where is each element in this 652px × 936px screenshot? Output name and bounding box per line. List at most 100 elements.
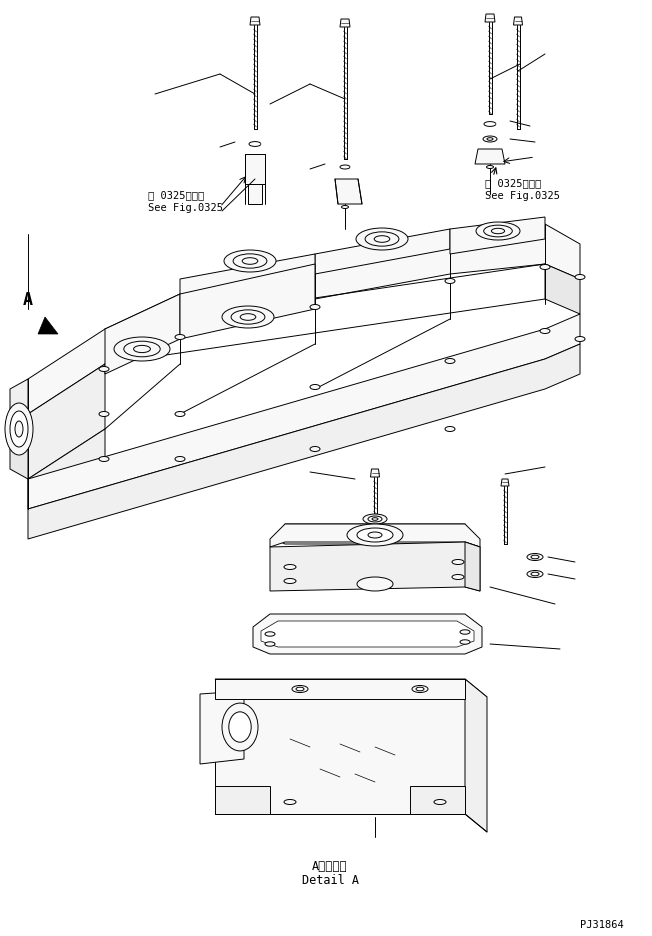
Polygon shape [250,18,260,26]
Ellipse shape [484,226,512,238]
Ellipse shape [357,529,393,543]
Polygon shape [261,622,474,648]
Ellipse shape [134,346,151,353]
Polygon shape [340,20,350,28]
Polygon shape [410,786,465,814]
Ellipse shape [365,233,399,247]
Ellipse shape [265,642,275,647]
Ellipse shape [229,712,251,742]
Polygon shape [253,614,482,654]
Ellipse shape [99,367,109,373]
Polygon shape [215,680,465,699]
Ellipse shape [222,703,258,751]
Text: See Fig.0325: See Fig.0325 [485,191,560,201]
Ellipse shape [460,640,470,645]
Polygon shape [465,680,487,832]
Polygon shape [335,180,362,205]
Ellipse shape [452,560,464,565]
Ellipse shape [284,578,296,584]
Ellipse shape [242,258,258,265]
Ellipse shape [476,223,520,241]
Polygon shape [501,479,509,487]
Ellipse shape [99,457,109,462]
Ellipse shape [99,412,109,417]
Ellipse shape [310,385,320,390]
Polygon shape [545,265,580,314]
Polygon shape [275,524,475,545]
Polygon shape [270,543,480,592]
Ellipse shape [284,799,296,805]
Polygon shape [450,218,545,255]
Ellipse shape [265,632,275,636]
Text: A　詳　細: A 詳 細 [312,859,348,872]
Ellipse shape [175,457,185,462]
Polygon shape [215,680,465,814]
Ellipse shape [445,279,455,285]
Ellipse shape [310,447,320,452]
Ellipse shape [224,251,276,272]
Ellipse shape [540,329,550,334]
Ellipse shape [231,311,265,325]
Ellipse shape [460,630,470,635]
Ellipse shape [434,799,446,805]
Polygon shape [315,229,450,274]
Polygon shape [475,150,505,165]
Ellipse shape [342,206,349,210]
Polygon shape [10,430,28,479]
Polygon shape [28,365,105,479]
Ellipse shape [233,255,267,269]
Ellipse shape [492,229,505,234]
Ellipse shape [310,305,320,310]
Ellipse shape [363,515,387,524]
Polygon shape [28,314,580,509]
Text: See Fig.0325: See Fig.0325 [148,203,223,212]
Ellipse shape [527,571,543,578]
Polygon shape [180,265,315,340]
Ellipse shape [368,533,382,538]
Polygon shape [105,295,180,374]
Ellipse shape [124,342,160,358]
Ellipse shape [527,554,543,561]
Ellipse shape [292,686,308,693]
Polygon shape [514,18,522,26]
Ellipse shape [540,265,550,271]
Polygon shape [248,184,262,205]
Polygon shape [245,154,265,184]
Ellipse shape [356,228,408,251]
Polygon shape [485,15,495,23]
Ellipse shape [452,575,464,580]
Ellipse shape [445,359,455,364]
Polygon shape [465,543,480,592]
Polygon shape [370,470,379,477]
Ellipse shape [15,421,23,437]
Polygon shape [180,255,315,300]
Ellipse shape [222,307,274,329]
Ellipse shape [445,427,455,432]
Polygon shape [200,692,244,764]
Polygon shape [270,524,480,548]
Ellipse shape [284,565,296,570]
Ellipse shape [10,412,28,447]
Ellipse shape [372,519,378,520]
Polygon shape [28,225,580,415]
Ellipse shape [483,137,497,143]
Text: Detail A: Detail A [301,873,359,886]
Ellipse shape [357,578,393,592]
Ellipse shape [412,686,428,693]
Ellipse shape [575,337,585,343]
Polygon shape [10,380,28,440]
Ellipse shape [296,687,304,691]
Ellipse shape [114,338,170,361]
Text: PJ31864: PJ31864 [580,919,624,929]
Ellipse shape [374,237,390,243]
Ellipse shape [416,687,424,691]
Ellipse shape [175,412,185,417]
Ellipse shape [368,517,382,522]
Ellipse shape [240,314,256,321]
Ellipse shape [575,275,585,280]
Polygon shape [38,317,58,335]
Ellipse shape [5,403,33,456]
Polygon shape [215,680,487,697]
Polygon shape [28,344,580,539]
Ellipse shape [347,524,403,547]
